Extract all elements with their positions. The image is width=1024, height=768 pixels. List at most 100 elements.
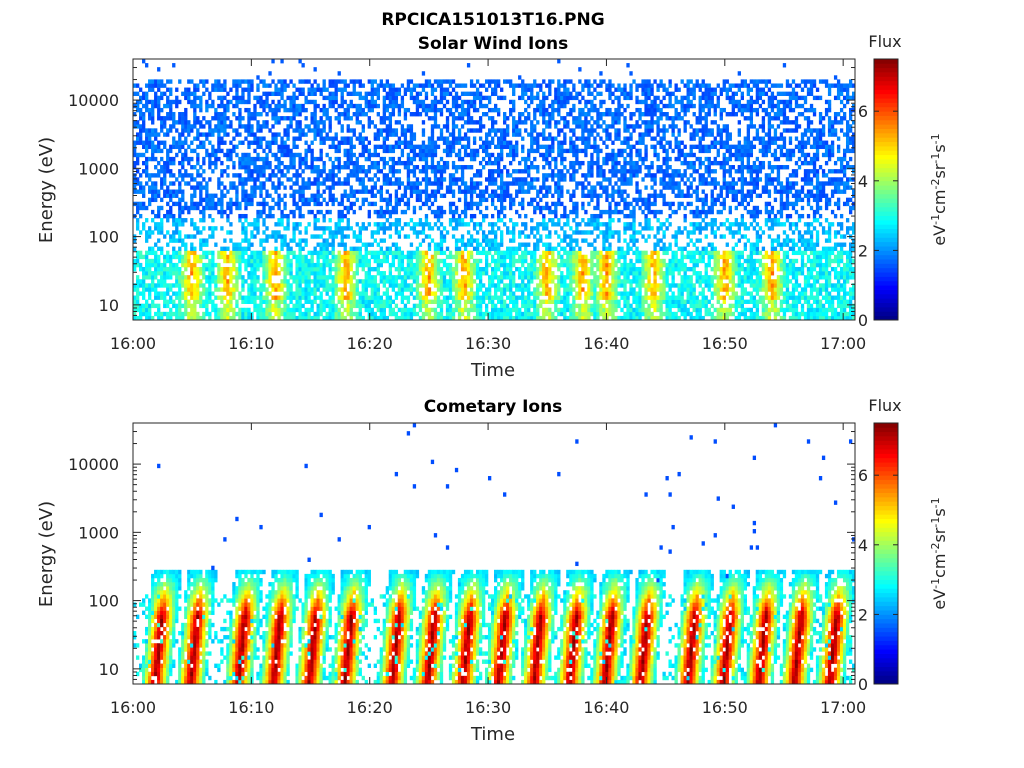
spectrogram-cell (400, 279, 405, 284)
spectrogram-cell (307, 165, 311, 170)
spectrogram-cell (469, 295, 474, 300)
spectrogram-cell (244, 262, 248, 268)
spectrogram-cell (220, 266, 224, 272)
spectrogram-cell (512, 148, 516, 154)
spectrogram-cell (355, 299, 359, 304)
spectrogram-cell (304, 295, 308, 300)
spectrogram-cell (472, 95, 477, 101)
spectrogram-cell (448, 144, 453, 150)
spectrogram-cell (475, 303, 480, 309)
spectrogram-cell (475, 250, 480, 256)
spectrogram-cell (427, 136, 432, 141)
spectrogram-cell (199, 266, 203, 272)
spectrogram-cell (539, 209, 543, 215)
spectrogram-cell (406, 295, 411, 300)
spectrogram-cell (373, 315, 377, 321)
spectrogram-cell (481, 266, 486, 272)
spectrogram-cell (319, 226, 323, 231)
spectrogram-cell (512, 156, 516, 162)
spectrogram-cell (497, 128, 501, 133)
spectrogram-cell (445, 303, 450, 309)
spectrogram-cell (187, 279, 191, 284)
spectrogram-cell (256, 279, 260, 284)
spectrogram-cell (247, 311, 251, 317)
spectrogram-cell (337, 254, 341, 260)
spectrogram-cell (304, 107, 308, 113)
spectrogram-cell (283, 234, 287, 239)
spectrogram-cell (412, 95, 417, 101)
spectrogram-cell (527, 303, 531, 309)
spectrogram-cell (223, 107, 227, 113)
spectrogram-cell (400, 266, 405, 272)
spectrogram-cell (211, 116, 215, 121)
spectrogram-cell (542, 112, 546, 117)
spectrogram-cell (169, 124, 173, 129)
spectrogram-cell (178, 181, 182, 186)
spectrogram-cell (196, 120, 200, 125)
spectrogram-cell (199, 181, 203, 186)
spectrogram-cell (515, 181, 519, 186)
spectrogram-cell (175, 99, 179, 105)
spectrogram-cell (310, 303, 314, 309)
spectrogram-cell (548, 271, 552, 276)
spectrogram-cell (512, 238, 516, 243)
spectrogram-cell (460, 311, 465, 317)
spectrogram-cell (521, 262, 525, 268)
spectrogram-cell (331, 95, 335, 101)
spectrogram-cell (421, 299, 426, 304)
spectrogram-cell (521, 120, 525, 125)
spectrogram-cell (472, 315, 477, 321)
spectrogram-cell (199, 209, 203, 215)
spectrogram-cell (412, 156, 417, 162)
spectrogram-cell (412, 189, 417, 194)
spectrogram-cell (283, 238, 287, 243)
spectrogram-cell (484, 291, 489, 296)
spectrogram-cell (494, 156, 498, 162)
spectrogram-cell (328, 189, 332, 194)
spectrogram-cell (551, 299, 555, 304)
spectrogram-cell (424, 107, 429, 113)
spectrogram-cell (487, 173, 492, 178)
spectrogram-cell (382, 291, 386, 296)
spectrogram-cell (274, 307, 278, 313)
spectrogram-cell (439, 128, 444, 133)
spectrogram-cell (286, 116, 290, 121)
spectrogram-cell (295, 266, 299, 272)
spectrogram-cell (533, 242, 537, 247)
spectrogram-cell (472, 262, 477, 268)
spectrogram-cell (292, 95, 296, 101)
spectrogram-cell (436, 242, 441, 247)
spectrogram-cell (484, 307, 489, 313)
spectrogram-cell (163, 177, 167, 182)
spectrogram-cell (521, 189, 525, 194)
spectrogram-cell (521, 201, 525, 207)
spectrogram-cell (512, 234, 516, 239)
spectrogram-cell (512, 254, 516, 260)
spectrogram-cell (373, 311, 377, 317)
spectrogram-cell (289, 275, 293, 280)
spectrogram-cell (199, 315, 203, 321)
spectrogram-cell (424, 152, 429, 158)
spectrogram-cell (427, 258, 432, 264)
spectrogram-cell (355, 238, 359, 243)
spectrogram-cell (457, 95, 462, 101)
spectrogram-cell (286, 303, 290, 309)
spectrogram-cell (469, 91, 474, 97)
spectrogram-cell (289, 299, 293, 304)
spectrogram-cell (373, 193, 377, 198)
spectrogram-cell (337, 287, 341, 292)
spectrogram-cell (292, 116, 296, 121)
spectrogram-cell (235, 283, 239, 288)
spectrogram-cell (527, 112, 531, 117)
spectrogram-cell (346, 160, 350, 166)
spectrogram-cell (521, 271, 525, 276)
spectrogram-cell (397, 291, 402, 296)
spectrogram-cell (409, 95, 414, 101)
spectrogram-cell (328, 234, 332, 239)
spectrogram-cell (436, 205, 441, 211)
spectrogram-cell (542, 128, 546, 133)
spectrogram-cell (154, 95, 158, 101)
spectrogram-cell (433, 95, 438, 101)
spectrogram-cell (530, 144, 534, 150)
spectrogram-cell (256, 258, 260, 264)
